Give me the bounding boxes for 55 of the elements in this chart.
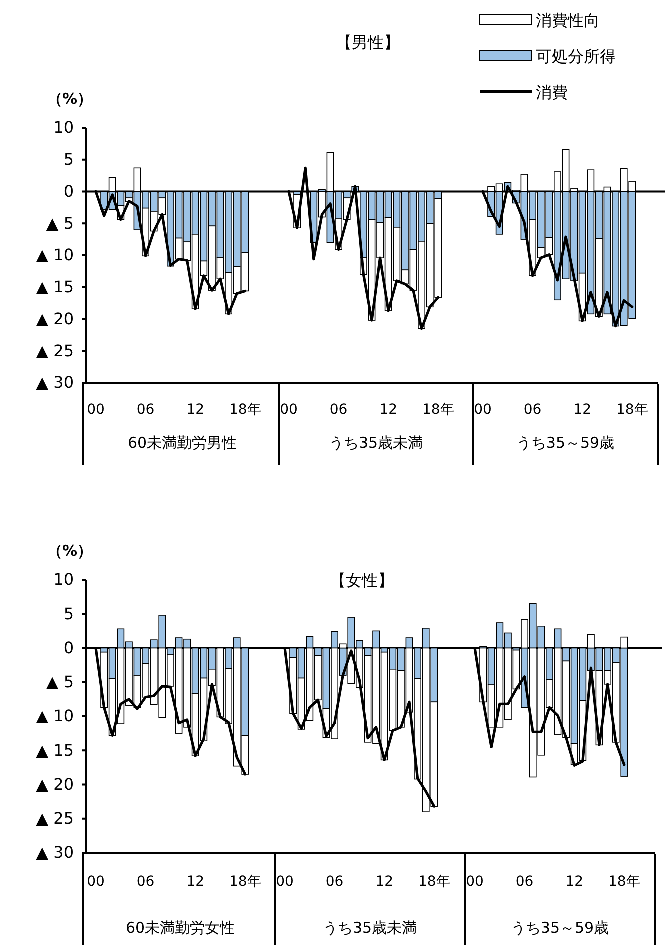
y-tick-label: 5: [64, 604, 74, 624]
y-tick-label: ▲ 15: [36, 740, 74, 760]
x-tick-label: 00: [474, 402, 492, 418]
x-axis-title: うち35歳未満: [322, 919, 418, 937]
legend-label: 消費: [536, 83, 568, 102]
y-tick-label: ▲ 25: [36, 341, 74, 360]
y-tick-label: ▲ 25: [36, 808, 74, 828]
x-tick-label: 18年: [418, 874, 450, 890]
y-tick-label: ▲ 30: [36, 373, 74, 392]
x-tick-label: 12: [574, 402, 592, 418]
x-axis-title: うち35～59歳: [510, 919, 610, 937]
x-tick-label: 06: [330, 402, 348, 418]
y-tick-label: ▲ 15: [36, 277, 74, 296]
x-tick-label: 12: [376, 874, 394, 890]
y-tick-label: 10: [54, 570, 74, 590]
chart-title: 【男性】: [336, 33, 400, 52]
x-tick-label: 00: [87, 402, 105, 418]
y-tick-label: ▲ 10: [36, 706, 74, 726]
x-axis-title: うち35歳未満: [328, 434, 424, 452]
x-tick-label: 18年: [616, 402, 648, 418]
x-tick-label: 18年: [229, 874, 262, 890]
legend-label: 消費性向: [536, 11, 600, 30]
x-axis-title: うち35～59歳: [516, 434, 615, 452]
y-tick-label: ▲ 30: [36, 843, 74, 862]
x-tick-label: 00: [276, 874, 294, 890]
x-tick-label: 00: [87, 874, 105, 890]
x-tick-label: 06: [136, 874, 155, 890]
y-axis-title: （%）: [47, 542, 93, 560]
y-tick-label: ▲ 20: [36, 774, 74, 794]
x-tick-label: 12: [380, 402, 398, 418]
x-tick-label: 18年: [608, 874, 640, 890]
x-tick-label: 12: [186, 874, 205, 890]
y-tick-label: ▲ 5: [46, 672, 74, 692]
x-tick-label: 18年: [229, 402, 262, 418]
y-tick-label: ▲ 10: [36, 246, 74, 265]
x-tick-label: 00: [280, 402, 298, 418]
x-axis-title: 60未満勤労男性: [128, 434, 238, 452]
y-tick-label: ▲ 5: [46, 214, 74, 233]
x-tick-label: 18年: [422, 402, 454, 418]
y-tick-label: 0: [64, 182, 74, 201]
x-tick-label: 12: [566, 874, 584, 890]
y-tick-label: 0: [64, 638, 74, 658]
y-tick-label: 5: [64, 150, 74, 169]
y-tick-label: ▲ 20: [36, 309, 74, 328]
x-tick-label: 06: [136, 402, 155, 418]
x-axis-title: 60未満勤労女性: [126, 919, 236, 937]
chart-title: 【女性】: [330, 571, 394, 590]
x-tick-label: 06: [516, 874, 534, 890]
x-tick-label: 00: [466, 874, 484, 890]
x-tick-label: 06: [524, 402, 542, 418]
legend-label: 可処分所得: [536, 47, 616, 66]
x-tick-label: 06: [326, 874, 344, 890]
y-tick-label: 10: [54, 118, 74, 138]
x-tick-label: 12: [186, 402, 205, 418]
y-axis-title: （%）: [47, 90, 93, 108]
